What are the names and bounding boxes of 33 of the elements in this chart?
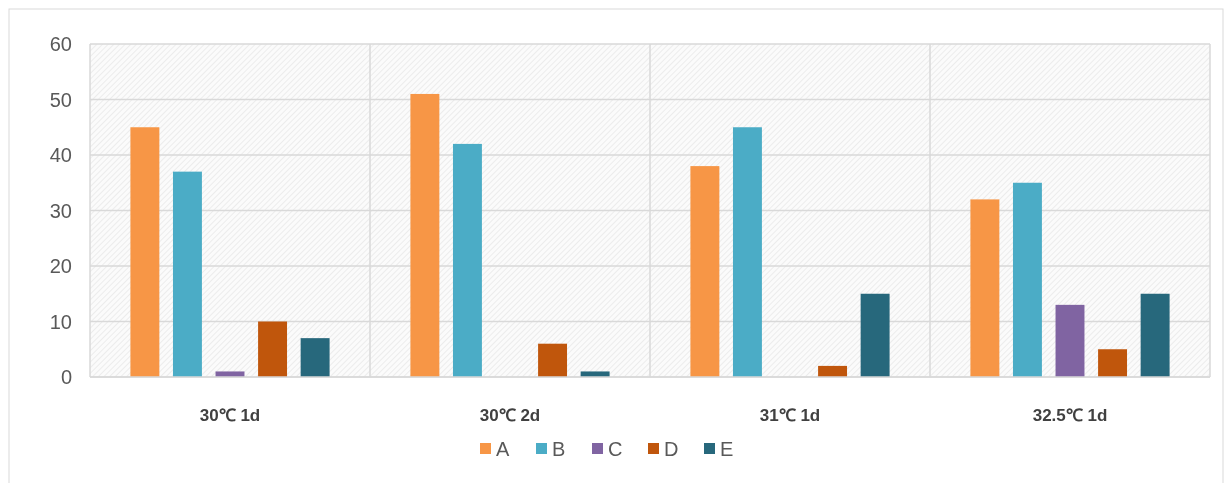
bar	[580, 371, 610, 377]
bar	[258, 321, 288, 377]
legend-label: D	[664, 438, 679, 460]
bar	[300, 338, 330, 377]
bar	[818, 365, 848, 377]
bar	[732, 127, 762, 377]
y-tick-label: 30	[49, 199, 72, 222]
y-tick-label: 60	[49, 33, 72, 55]
bar	[172, 171, 202, 377]
y-tick-label: 50	[49, 88, 72, 111]
y-tick-label: 10	[49, 310, 72, 333]
legend-label: A	[496, 438, 510, 460]
y-tick-label: 40	[49, 144, 72, 166]
x-tick-label: 31℃ 1d	[759, 406, 821, 425]
x-tick-label: 32.5℃ 1d	[1032, 406, 1108, 425]
bar	[860, 293, 890, 377]
bar	[1098, 349, 1128, 377]
x-tick-label: 30℃ 1d	[199, 406, 261, 425]
bar	[538, 343, 568, 377]
legend-label: B	[552, 438, 566, 460]
bar	[690, 166, 720, 377]
legend-label: E	[720, 438, 734, 460]
y-tick-label: 20	[49, 255, 72, 277]
bar	[410, 93, 440, 377]
bar	[1055, 304, 1085, 377]
bar	[970, 199, 1000, 377]
bar	[1140, 293, 1170, 377]
y-tick-label: 0	[60, 366, 72, 388]
bar	[130, 127, 160, 377]
bar	[452, 143, 482, 377]
legend-label: C	[608, 438, 623, 460]
bar	[1012, 182, 1042, 377]
x-tick-label: 30℃ 2d	[479, 406, 541, 425]
